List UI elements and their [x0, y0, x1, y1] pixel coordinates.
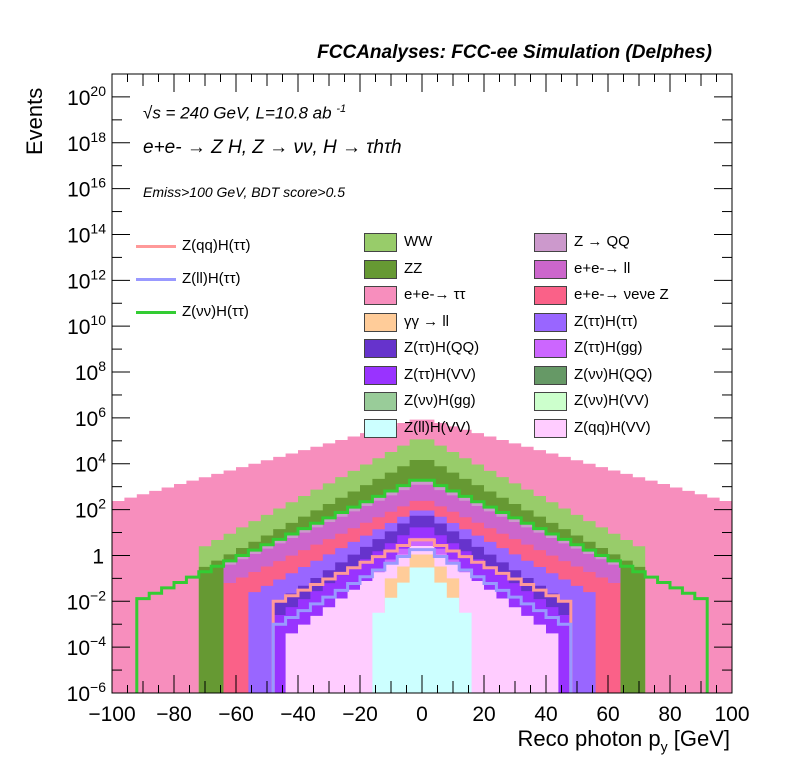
x-tick-label: 20	[472, 703, 495, 726]
x-tick-label: 80	[658, 703, 681, 726]
legend-swatch	[534, 259, 567, 279]
y-tick-label: 1	[92, 545, 104, 568]
y-tick-label: 102	[75, 496, 106, 523]
legend-label: Z(ττ)H(QQ)	[404, 339, 480, 356]
x-tick-label: −80	[156, 703, 192, 726]
legend-label: Z(qq)H(ττ)	[182, 237, 251, 254]
y-tick-label: 108	[75, 358, 106, 385]
legend-label: Z(νν)H(VV)	[574, 392, 649, 409]
legend-swatch	[534, 392, 567, 411]
histogram-bars	[112, 419, 732, 693]
line-series-1	[271, 548, 573, 693]
legend-label: Z(ττ)H(VV)	[404, 365, 476, 383]
process-label: e+e- → Z H, Z → νν, H → τhτh	[143, 137, 402, 158]
x-tick-label: −20	[342, 703, 378, 726]
legend-swatch	[534, 418, 567, 438]
x-tick-label: −40	[280, 703, 316, 726]
energy-lumi-text: √s = 240 GeV, L=10.8 ab	[143, 103, 337, 123]
legend-swatch	[364, 286, 397, 305]
legend-label: Z(ττ)H(gg)	[574, 339, 643, 356]
x-tick-label: 100	[714, 703, 749, 726]
legend-label: Z(qq)H(VV)	[574, 418, 651, 436]
legend-swatch	[136, 278, 176, 281]
legend-label: WW	[404, 233, 433, 250]
plot-header: FCCAnalyses: FCC-ee Simulation (Delphes)	[317, 42, 712, 63]
x-axis-label-text: Reco photon p	[517, 726, 661, 751]
lumi-exponent: -1	[336, 103, 347, 115]
x-tick-label: −60	[218, 703, 254, 726]
legend-swatch	[364, 339, 397, 358]
legend-swatch	[534, 233, 567, 252]
legend-swatch	[364, 392, 397, 411]
legend-swatch	[364, 418, 397, 438]
legend-swatch	[364, 365, 397, 385]
line-series-2	[135, 478, 709, 693]
legend-label: e+e-→ νeνe Z	[574, 286, 669, 303]
y-tick-label: 10−2	[67, 587, 107, 614]
legend-swatch	[534, 312, 567, 332]
legend-label: Z(νν)H(ττ)	[182, 303, 249, 320]
legend-label: Z(ττ)H(ττ)	[574, 312, 638, 330]
legend-label: e+e-→ ll	[574, 259, 631, 277]
x-tick-label: 60	[596, 703, 619, 726]
y-tick-label: 1014	[67, 220, 106, 247]
y-tick-label: 1020	[67, 83, 106, 110]
legend-label: ZZ	[404, 259, 423, 277]
legend-swatch	[534, 339, 567, 358]
axes: −100 −80 −60 −40 −20 0 20 40 60 80 100 1020 1018 1016…	[67, 73, 750, 726]
legend-swatch	[136, 311, 176, 314]
legend-label: Z(ll)H(VV)	[404, 418, 471, 436]
energy-lumi-label: √s = 240 GeV, L=10.8 ab -1	[143, 103, 346, 124]
y-tick-label: 1018	[67, 129, 106, 156]
legend-swatch	[364, 312, 397, 332]
legend-swatch	[364, 233, 397, 252]
legend-swatch	[534, 365, 567, 385]
legend-swatch	[364, 259, 397, 279]
x-axis-label-sub: y	[660, 738, 668, 755]
x-tick-label: 0	[416, 703, 428, 726]
line-series-0	[271, 538, 573, 693]
y-axis-label: Events	[22, 87, 47, 155]
x-axis-label-unit: [GeV]	[667, 726, 730, 751]
x-axis-label: Reco photon py [GeV]	[518, 726, 730, 754]
histogram-lines	[135, 478, 709, 693]
y-tick-label: 1010	[67, 312, 106, 339]
legend-label: Z(νν)H(gg)	[404, 392, 476, 409]
y-tick-label: 104	[75, 450, 106, 477]
legend-label: γγ → ll	[404, 312, 449, 330]
legend-label: Z(ll)H(ττ)	[182, 270, 241, 287]
x-tick-label: 40	[534, 703, 557, 726]
y-tick-label: 1016	[67, 175, 106, 202]
legend-swatch	[534, 286, 567, 305]
y-tick-label: 10−6	[67, 679, 107, 706]
legend-label: Z(νν)H(QQ)	[574, 365, 653, 383]
stack-series-12	[372, 567, 472, 693]
selection-label: Emiss>100 GeV, BDT score>0.5	[143, 184, 346, 200]
y-tick-label: 1012	[67, 266, 106, 293]
legend-swatch	[136, 245, 176, 248]
x-tick-label: −100	[88, 703, 135, 726]
legend-label: Z → QQ	[574, 233, 630, 250]
y-tick-label: 10−4	[67, 633, 107, 660]
y-tick-label: 106	[75, 404, 106, 431]
legend-label: e+e-→ ττ	[404, 286, 466, 303]
